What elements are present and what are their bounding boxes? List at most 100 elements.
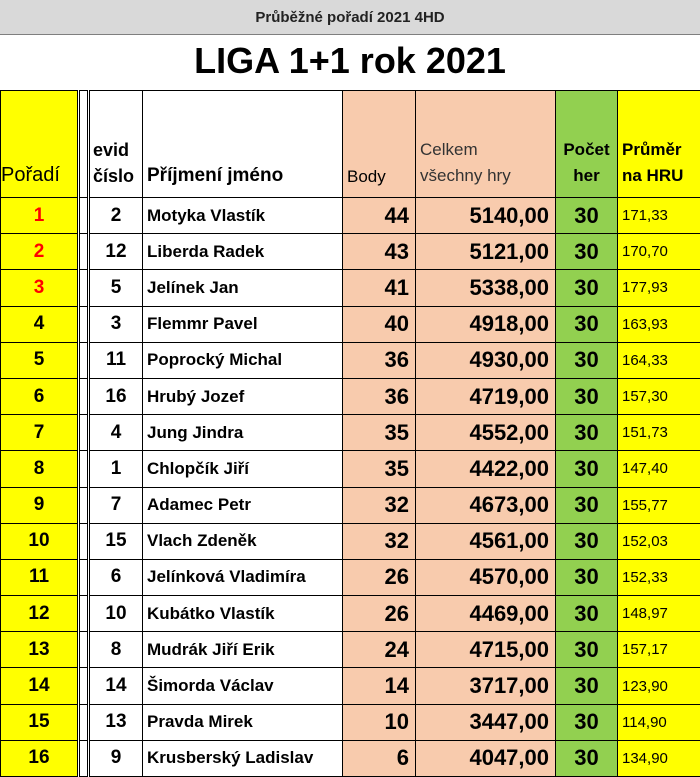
name-cell: Chlopčík Jiří	[143, 451, 343, 487]
games-cell: 30	[556, 632, 618, 668]
evid-cell: 3	[89, 306, 143, 342]
column-header-name: Příjmení jméno	[143, 91, 343, 198]
name-cell: Poprocký Michal	[143, 342, 343, 378]
evid-cell: 10	[89, 596, 143, 632]
points-cell: 10	[343, 704, 416, 740]
column-separator	[79, 523, 89, 559]
name-cell: Flemmr Pavel	[143, 306, 343, 342]
points-cell: 26	[343, 559, 416, 595]
column-separator	[79, 740, 89, 776]
evid-cell: 14	[89, 668, 143, 704]
name-cell: Krusberský Ladislav	[143, 740, 343, 776]
total-cell: 4561,00	[416, 523, 556, 559]
column-separator	[79, 415, 89, 451]
column-header-total: Celkem všechny hry	[416, 91, 556, 198]
total-cell: 4570,00	[416, 559, 556, 595]
evid-cell: 13	[89, 704, 143, 740]
column-separator	[79, 234, 89, 270]
points-cell: 32	[343, 487, 416, 523]
column-header-games-line1: Počet	[556, 137, 617, 163]
total-cell: 3717,00	[416, 668, 556, 704]
column-separator	[79, 559, 89, 595]
total-cell: 4930,00	[416, 342, 556, 378]
rank-cell: 4	[1, 306, 79, 342]
rank-cell: 8	[1, 451, 79, 487]
games-cell: 30	[556, 559, 618, 595]
rank-cell: 1	[1, 198, 79, 234]
rank-cell: 14	[1, 668, 79, 704]
column-header-total-line2: všechny hry	[420, 163, 555, 189]
average-cell: 170,70	[618, 234, 700, 270]
average-cell: 155,77	[618, 487, 700, 523]
column-header-total-line1: Celkem	[420, 137, 555, 163]
points-cell: 36	[343, 378, 416, 414]
rank-cell: 16	[1, 740, 79, 776]
games-cell: 30	[556, 668, 618, 704]
total-cell: 4918,00	[416, 306, 556, 342]
average-cell: 177,93	[618, 270, 700, 306]
games-cell: 30	[556, 270, 618, 306]
games-cell: 30	[556, 415, 618, 451]
name-cell: Liberda Radek	[143, 234, 343, 270]
games-cell: 30	[556, 198, 618, 234]
evid-cell: 12	[89, 234, 143, 270]
average-cell: 134,90	[618, 740, 700, 776]
total-cell: 4047,00	[416, 740, 556, 776]
evid-cell: 11	[89, 342, 143, 378]
games-cell: 30	[556, 451, 618, 487]
games-cell: 30	[556, 234, 618, 270]
evid-cell: 8	[89, 632, 143, 668]
name-cell: Kubátko Vlastík	[143, 596, 343, 632]
evid-cell: 7	[89, 487, 143, 523]
points-cell: 26	[343, 596, 416, 632]
points-cell: 24	[343, 632, 416, 668]
column-separator	[79, 198, 89, 234]
column-header-points: Body	[343, 91, 416, 198]
average-cell: 164,33	[618, 342, 700, 378]
rank-cell: 15	[1, 704, 79, 740]
rank-cell: 6	[1, 378, 79, 414]
name-cell: Motyka Vlastík	[143, 198, 343, 234]
average-cell: 147,40	[618, 451, 700, 487]
average-cell: 171,33	[618, 198, 700, 234]
column-separator	[79, 91, 89, 198]
total-cell: 5121,00	[416, 234, 556, 270]
column-separator	[79, 306, 89, 342]
column-header-average-line1: Průměr	[622, 137, 700, 163]
average-cell: 163,93	[618, 306, 700, 342]
rank-cell: 12	[1, 596, 79, 632]
total-cell: 4422,00	[416, 451, 556, 487]
column-header-games: Počet her	[556, 91, 618, 198]
rank-cell: 11	[1, 559, 79, 595]
points-cell: 40	[343, 306, 416, 342]
points-cell: 14	[343, 668, 416, 704]
column-separator	[79, 487, 89, 523]
column-header-evid: evid číslo	[89, 91, 143, 198]
evid-cell: 4	[89, 415, 143, 451]
total-cell: 4715,00	[416, 632, 556, 668]
rank-cell: 3	[1, 270, 79, 306]
evid-cell: 16	[89, 378, 143, 414]
column-header-average: Průměr na HRU	[618, 91, 700, 198]
games-cell: 30	[556, 596, 618, 632]
evid-cell: 5	[89, 270, 143, 306]
games-cell: 30	[556, 306, 618, 342]
column-separator	[79, 270, 89, 306]
average-cell: 152,03	[618, 523, 700, 559]
name-cell: Jelínková Vladimíra	[143, 559, 343, 595]
name-cell: Mudrák Jiří Erik	[143, 632, 343, 668]
column-header-games-line2: her	[556, 163, 617, 189]
name-cell: Adamec Petr	[143, 487, 343, 523]
